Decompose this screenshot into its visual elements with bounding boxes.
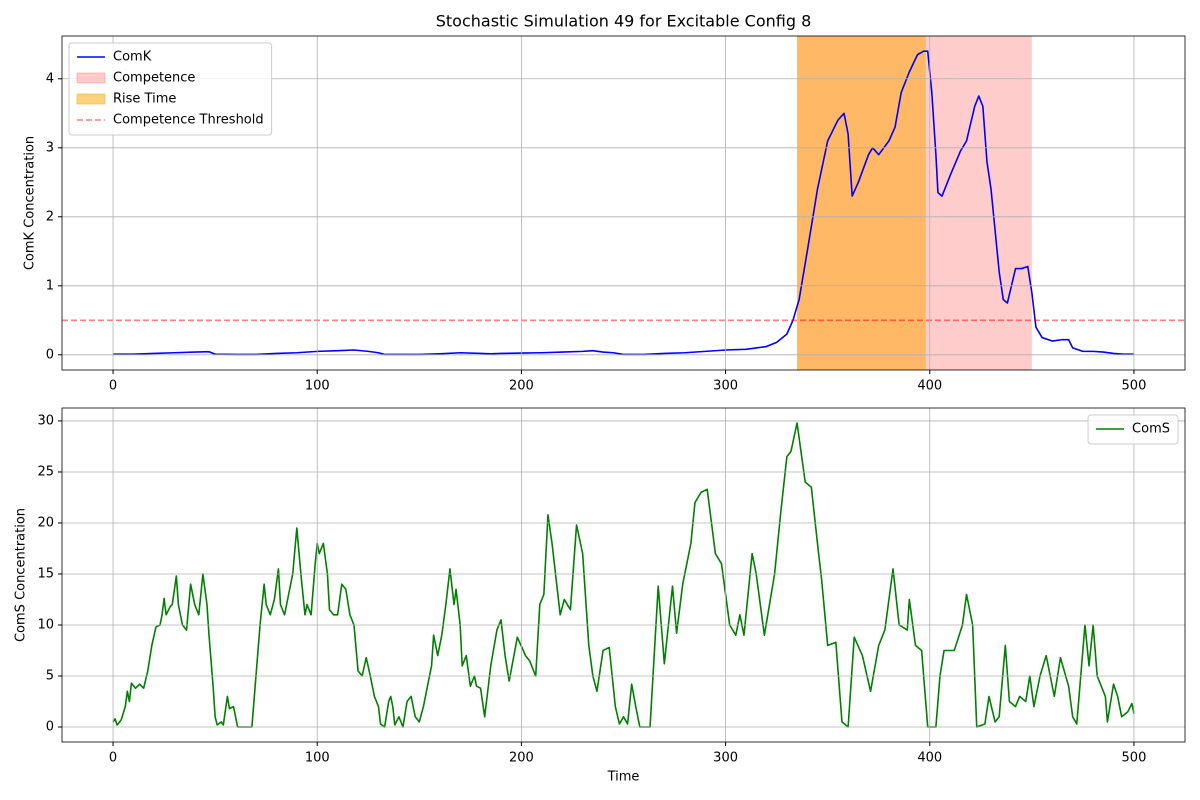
span — [797, 36, 926, 370]
y-tick-label: 30 — [37, 413, 54, 428]
legend-label: Competence Threshold — [113, 113, 264, 128]
x-tick-label: 200 — [509, 379, 534, 394]
y-tick-label: 5 — [46, 668, 54, 683]
legend-label: Rise Time — [113, 92, 176, 107]
x-tick-label: 100 — [305, 751, 330, 766]
axes-frame — [61, 35, 1186, 371]
legend-patch — [76, 93, 106, 105]
legend-patch — [76, 72, 106, 84]
x-tick-label: 500 — [1122, 379, 1147, 394]
y-tick-label: 2 — [46, 209, 54, 224]
legend-label: Competence — [113, 71, 195, 86]
y-tick-label: 1 — [46, 278, 54, 293]
legend-label: ComK — [113, 50, 152, 65]
y-tick-label: 25 — [37, 464, 54, 479]
legend-box — [68, 42, 273, 136]
plot-area — [112, 422, 1135, 728]
plot-area — [62, 36, 1185, 370]
x-tick-label: 300 — [713, 379, 738, 394]
x-tick-label: 500 — [1122, 751, 1147, 766]
x-tick-label: 400 — [917, 751, 942, 766]
y-tick-label: 10 — [37, 617, 54, 632]
y-tick-label: 3 — [46, 140, 54, 155]
y-axis-label: ComK Concentration — [23, 136, 38, 270]
data-line — [113, 50, 1134, 356]
legend-label: ComS — [1132, 422, 1170, 437]
y-tick-label: 15 — [37, 566, 54, 581]
x-tick-label: 100 — [305, 379, 330, 394]
legend: ComS — [1087, 414, 1179, 445]
x-tick-label: 400 — [917, 379, 942, 394]
x-axis-label: Time — [607, 770, 640, 785]
legend-box — [1087, 414, 1179, 445]
y-axis-label: ComS Concentration — [14, 508, 29, 642]
y-tick-label: 0 — [46, 347, 54, 362]
y-tick-label: 20 — [37, 515, 54, 530]
axes-frame — [61, 407, 1186, 743]
legend: ComK Competence Rise Time Competence Thresh… — [68, 42, 273, 136]
x-tick-label: 0 — [109, 751, 117, 766]
x-tick-label: 200 — [509, 751, 534, 766]
y-tick-label: 0 — [46, 720, 54, 735]
data-line — [112, 422, 1135, 728]
x-tick-label: 0 — [109, 379, 117, 394]
y-tick-label: 4 — [46, 71, 54, 86]
chart-title: Stochastic Simulation 49 for Excitable C… — [436, 12, 812, 31]
x-tick-label: 300 — [713, 751, 738, 766]
